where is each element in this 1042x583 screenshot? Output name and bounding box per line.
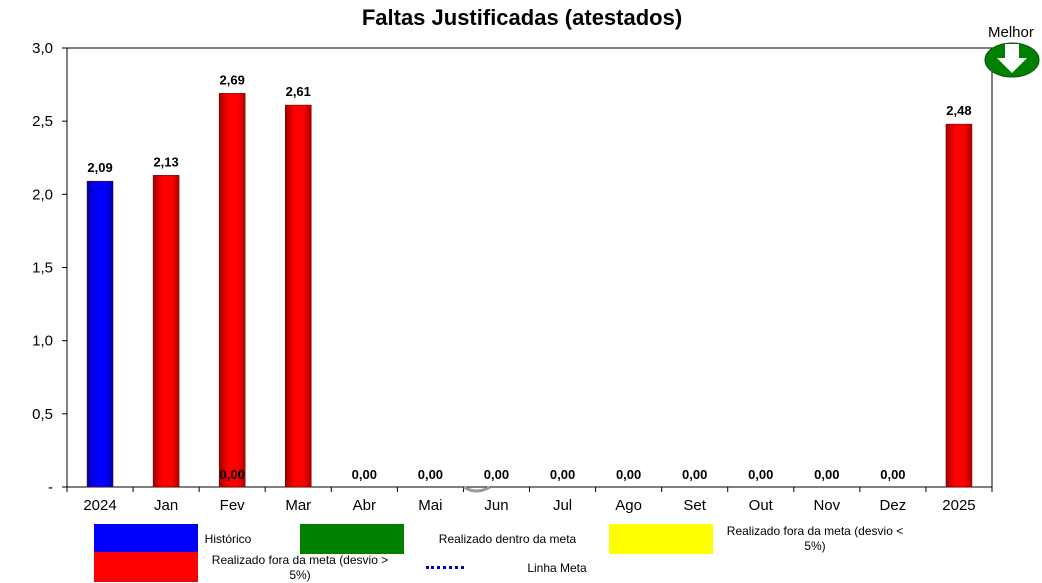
x-tick-label: Jul <box>553 497 572 514</box>
x-tick-label: Nov <box>813 497 840 514</box>
y-tick-label: 1,5 <box>32 260 53 277</box>
legend-label-meta: Linha Meta <box>527 561 587 575</box>
legend-label-dentro: Realizado dentro da meta <box>438 532 577 546</box>
data-label: 0,00 <box>616 467 641 482</box>
legend-label-historico: Histórico <box>204 532 252 546</box>
x-tick-label: 2024 <box>83 497 116 514</box>
data-label: 0,00 <box>550 467 575 482</box>
x-tick-label: Abr <box>353 497 376 514</box>
data-label: 0,00 <box>418 467 443 482</box>
y-tick-label: 2,0 <box>32 186 53 203</box>
data-label: 2,13 <box>153 154 178 169</box>
x-tick-label: Mai <box>418 497 442 514</box>
legend-swatch-dentro <box>300 524 404 554</box>
data-label: 0,00 <box>682 467 707 482</box>
data-label: 0,00 <box>484 467 509 482</box>
x-tick-label: Jun <box>484 497 508 514</box>
bars-group <box>86 93 973 488</box>
plot-area <box>66 47 993 488</box>
data-label: 0,00 <box>352 467 377 482</box>
x-tick-label: Mar <box>285 497 311 514</box>
data-label: 2,69 <box>220 72 245 87</box>
data-labels-group: 2,09 2,13 2,69 2,61 0,00 0,00 0,00 0,00 0,00 0,00… <box>87 72 971 482</box>
down-arrow-icon <box>984 42 1040 78</box>
x-tick-label: Ago <box>615 497 642 514</box>
legend-swatch-historico <box>94 524 198 554</box>
x-tick-label: Fev <box>220 497 246 514</box>
data-label-base: 0,00 <box>220 467 245 482</box>
bar-jan <box>152 175 180 488</box>
axes: - 0,5 1,0 1,5 2,0 2,5 3,0 2024 Jan Fev Mar Abr Mai Ju… <box>32 40 993 514</box>
data-label: 0,00 <box>748 467 773 482</box>
legend-label-fora-menor: Realizado fora da meta (desvio < 5%) <box>726 524 904 553</box>
chart-title: Faltas Justificadas (atestados) <box>362 5 682 30</box>
data-label: 2,48 <box>946 103 971 118</box>
data-label: 0,00 <box>814 467 839 482</box>
data-label: 0,00 <box>880 467 905 482</box>
decorative-arc <box>463 485 491 493</box>
x-tick-label: Jan <box>154 497 178 514</box>
y-tick-label: - <box>48 479 53 496</box>
legend-swatch-fora-menor <box>609 524 713 554</box>
y-tick-label: 0,5 <box>32 406 53 423</box>
legend-swatch-fora-maior <box>94 552 198 582</box>
y-tick-label: 1,0 <box>32 333 53 350</box>
bar-fev <box>218 93 246 488</box>
data-label: 2,61 <box>286 84 311 99</box>
bar-2025 <box>945 123 973 488</box>
data-label: 2,09 <box>87 160 112 175</box>
x-tick-label: Dez <box>880 497 907 514</box>
better-direction-label: Melhor <box>988 24 1034 41</box>
y-tick-label: 3,0 <box>32 40 53 57</box>
legend-swatch-meta <box>426 566 464 569</box>
bar-2024 <box>86 180 114 488</box>
x-tick-label: 2025 <box>942 497 975 514</box>
bar-mar <box>285 104 312 488</box>
x-tick-label: Out <box>749 497 774 514</box>
y-tick-label: 2,5 <box>32 113 53 130</box>
legend-label-fora-maior: Realizado fora da meta (desvio > 5%) <box>211 553 389 582</box>
x-tick-label: Set <box>683 497 706 514</box>
